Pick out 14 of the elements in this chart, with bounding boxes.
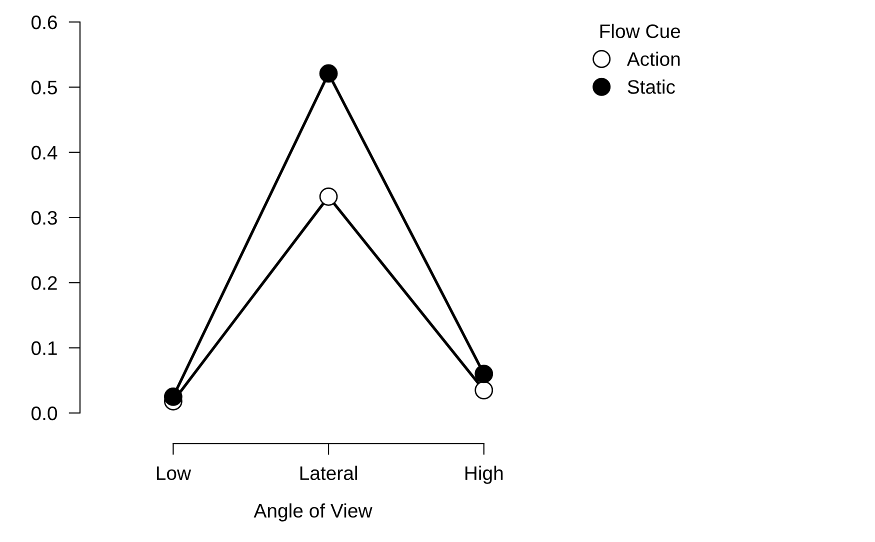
y-tick-label: 0.5	[32, 80, 57, 94]
x-tick-label: Lateral	[300, 466, 357, 480]
y-tick-label: 0.2	[32, 276, 57, 290]
y-tick-label: 0.0	[32, 406, 58, 420]
legend-label: Static	[628, 80, 675, 94]
y-tick-label: 0.1	[32, 341, 57, 356]
x-axis-title: Angle of View	[254, 503, 372, 522]
x-tick-label: High	[465, 466, 503, 484]
x-tick-label: Low	[156, 466, 192, 480]
legend-title: Flow Cue	[600, 24, 680, 38]
y-tick-label: 0.3	[32, 210, 57, 225]
legend-label: Action	[626, 52, 680, 66]
y-tick-label: 0.4	[32, 146, 58, 160]
y-tick-label: 0.6	[32, 15, 57, 30]
